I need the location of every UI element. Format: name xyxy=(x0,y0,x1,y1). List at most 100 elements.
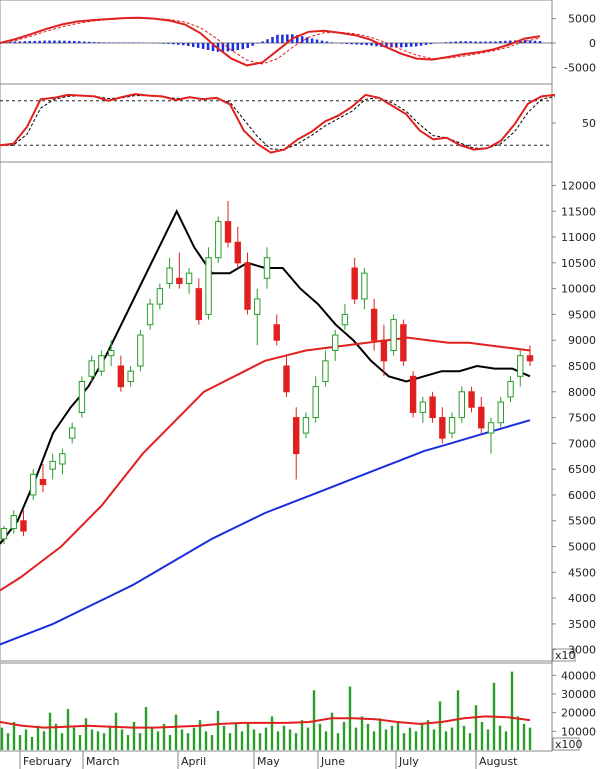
volume-bar xyxy=(444,731,448,750)
volume-bar xyxy=(6,733,10,750)
candle-body xyxy=(380,339,388,362)
volume-bar xyxy=(504,731,508,750)
candle-body xyxy=(117,365,125,388)
candle-body xyxy=(322,360,329,382)
volume-bar xyxy=(408,727,412,750)
volume-bar xyxy=(354,727,358,750)
candlestick xyxy=(10,510,17,534)
volume-bar xyxy=(72,727,76,750)
candlestick xyxy=(205,247,212,320)
price-y-tick-label: 10000 xyxy=(561,283,596,296)
candle-body xyxy=(10,515,17,529)
volume-bar xyxy=(390,725,394,750)
candlestick xyxy=(322,350,329,387)
price-y-tick-label: 11000 xyxy=(561,231,596,244)
candlestick xyxy=(283,355,290,397)
candle-body xyxy=(244,262,251,310)
price-y-tick-label: 9500 xyxy=(568,308,596,321)
candlestick xyxy=(273,314,280,346)
candlestick xyxy=(176,252,183,289)
candle-body xyxy=(370,308,378,341)
candle-body xyxy=(390,319,397,352)
candlestick xyxy=(517,350,524,387)
price-y-tick-label: 3500 xyxy=(568,618,596,631)
volume-y-tick-label: 30000 xyxy=(561,688,596,701)
candlestick xyxy=(361,268,368,310)
candlestick xyxy=(185,268,193,294)
volume-bar xyxy=(318,723,322,750)
volume-bar xyxy=(384,729,388,750)
candle-body xyxy=(439,417,446,439)
volume-bar xyxy=(528,727,532,750)
stochastic-y-tick-label: 50 xyxy=(582,117,596,130)
ma-long-line xyxy=(0,419,531,646)
volume-bar xyxy=(294,733,298,750)
price-y-tick-label: 7500 xyxy=(568,412,596,425)
candle-body xyxy=(351,267,358,300)
candlestick xyxy=(117,355,125,392)
price-y-tick-label: 5000 xyxy=(568,541,596,554)
price-y-tick-label: 10500 xyxy=(561,257,596,270)
price-y-tick-label: 4500 xyxy=(568,566,596,579)
volume-bar xyxy=(264,727,268,750)
volume-bar xyxy=(36,725,40,750)
volume-bar xyxy=(114,712,118,750)
volume-bar xyxy=(222,725,226,750)
price-y-tick-label: 9000 xyxy=(568,334,596,347)
candle-body xyxy=(30,473,37,496)
candlestick xyxy=(107,340,115,366)
candle-body xyxy=(468,391,475,408)
candlestick xyxy=(88,355,95,382)
volume-bar xyxy=(84,718,88,750)
candle-body xyxy=(283,365,290,393)
volume-bar xyxy=(438,701,442,750)
candlestick xyxy=(166,257,173,289)
volume-bar xyxy=(522,723,526,750)
candlestick xyxy=(526,345,534,366)
candlestick xyxy=(468,386,475,413)
candlestick xyxy=(390,314,397,356)
candlestick xyxy=(254,288,261,346)
price-y-tick-label: 8500 xyxy=(568,360,596,373)
volume-bar xyxy=(366,723,370,750)
macd-y-tick-label: 0 xyxy=(589,37,596,50)
price-y-tick-label: 8000 xyxy=(568,386,596,399)
volume-bar xyxy=(108,725,112,750)
candle-body xyxy=(224,221,232,243)
candlestick xyxy=(448,412,456,439)
volume-bar xyxy=(432,729,436,750)
candlestick xyxy=(156,283,164,310)
volume-bar xyxy=(300,720,304,750)
volume-bar xyxy=(240,731,244,750)
volume-bar xyxy=(90,729,94,750)
macd-y-tick-label: -5000 xyxy=(564,61,596,74)
candle-body xyxy=(185,272,193,284)
candle-body xyxy=(49,460,56,470)
volume-bar xyxy=(510,671,514,750)
macd-panel: 5000 0 -5000 xyxy=(0,13,596,74)
candlestick xyxy=(215,216,222,263)
volume-bar xyxy=(306,727,310,750)
volume-bar xyxy=(126,735,130,750)
price-y-tick-label: 3000 xyxy=(568,644,596,657)
candle-body xyxy=(195,288,203,321)
candlestick xyxy=(234,226,241,268)
month-tick-label: May xyxy=(257,755,280,768)
candlestick xyxy=(312,376,319,423)
volume-bar xyxy=(324,731,328,750)
volume-bar xyxy=(186,733,190,750)
candle-body xyxy=(419,401,427,413)
volume-ma-line xyxy=(0,715,531,729)
candle-body xyxy=(156,288,164,305)
candlestick xyxy=(137,329,144,372)
candle-body xyxy=(302,417,310,434)
macd-signal-line xyxy=(0,17,541,65)
month-tick-label: July xyxy=(398,755,419,768)
candlestick xyxy=(244,252,251,315)
volume-bar xyxy=(468,733,472,750)
stochastic-panel: 50 xyxy=(0,93,596,154)
candlestick xyxy=(380,324,388,377)
volume-bar xyxy=(402,733,406,750)
volume-bar xyxy=(132,722,136,750)
